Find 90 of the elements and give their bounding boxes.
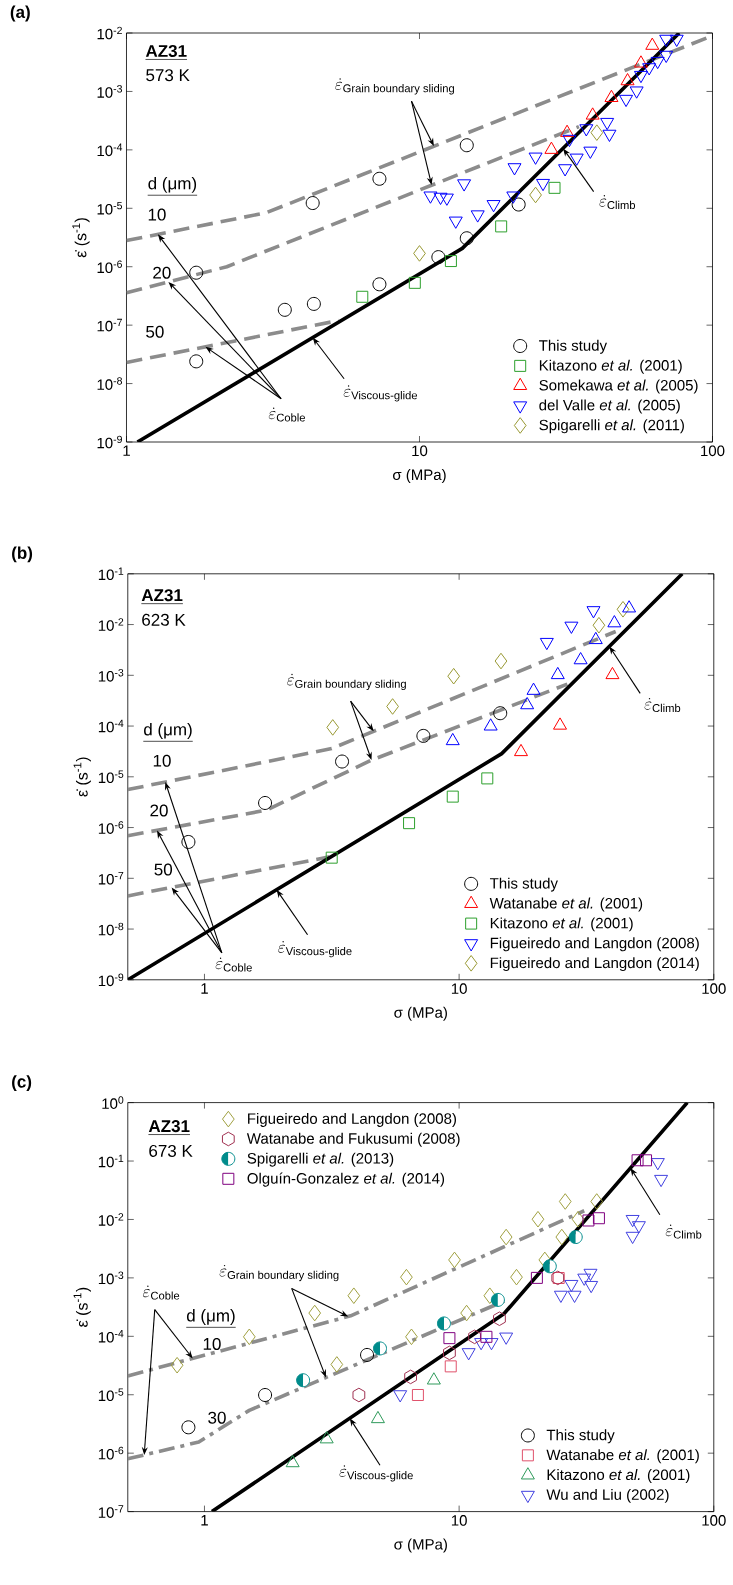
annotation: 50 <box>146 325 164 338</box>
y-tick-label: 10$^{-7}$ <box>98 872 124 885</box>
y-tick-label: 10$^{-7}$ <box>98 1505 124 1518</box>
y-tick-label: 10$^{-2}$ <box>98 1213 124 1226</box>
annotation: 50 <box>154 863 173 876</box>
x-tick-label: 10 <box>451 1515 467 1526</box>
y-tick-label: 10$^{-4}$ <box>98 1330 124 1343</box>
y-tick-label: 10$^{-6}$ <box>98 821 124 834</box>
legend-label: This study <box>539 339 607 354</box>
annotation: 10 <box>203 1337 221 1350</box>
annotation: 673 K <box>149 1144 193 1157</box>
legend-label: del Valle et al. (2005) <box>539 399 680 414</box>
y-tick-label: 10$^{-2}$ <box>97 26 122 40</box>
y-tick-label: 10$^{-1}$ <box>98 1154 124 1168</box>
x-axis-title: σ (MPa) <box>394 1006 447 1021</box>
x-axis-title: σ (MPa) <box>392 469 446 483</box>
legend-label: Figueiredo and Langdon (2008) <box>490 937 699 952</box>
annotation: d (μm) <box>144 723 192 739</box>
legend-label: Spigarelli et al. (2011) <box>539 419 684 434</box>
y-tick-label: 10$^{-3}$ <box>98 1271 124 1285</box>
chart-title: (c) <box>12 1075 32 1092</box>
x-tick-label: 100 <box>701 445 725 457</box>
legend-label: Kitazono et al. (2001) <box>547 1469 690 1483</box>
annotation: $\dot{\varepsilon}_{\text{Grain boundary sliding}}$ <box>219 1264 339 1282</box>
y-tick-label: 10$^{-5}$ <box>98 1388 124 1402</box>
legend-label: Wu and Liu (2002) <box>546 1488 669 1503</box>
annotation: 10 <box>153 754 171 767</box>
chart-title: (b) <box>12 546 33 563</box>
y-tick-label: 10$^{-8}$ <box>97 377 122 390</box>
annotation: AZ31 <box>141 589 183 602</box>
annotation: $\dot{\varepsilon}_{\text{Climb}}$ <box>644 697 681 713</box>
annotation: 623 K <box>142 613 186 626</box>
legend-label: Kitazono et al. (2001) <box>490 917 633 932</box>
y-tick-label: 10$^{-3}$ <box>98 668 124 682</box>
legend-label: Kitazono et al. (2001) <box>539 359 682 374</box>
y-tick-label: 10$^{-4}$ <box>97 143 123 157</box>
y-tick-label: 10$^{-6}$ <box>97 260 122 274</box>
annotation: $\dot{\varepsilon}_{\text{Viscous-glide}}$ <box>278 941 352 958</box>
legend-label: Watanabe et al. (2001) <box>489 897 643 912</box>
annotation: $\dot{\varepsilon}_{\text{Viscous-glide}}$ <box>343 385 418 402</box>
annotation: $\dot{\varepsilon}_{\text{Coble}}$ <box>142 1285 180 1300</box>
annotation: $\dot{\varepsilon}_{\text{Grain boundary sliding}}$ <box>335 78 454 95</box>
x-tick-label: 1 <box>201 983 208 994</box>
y-tick-label: 10$^{-2}$ <box>98 618 124 631</box>
y-tick-label: 10$^{-9}$ <box>97 435 122 449</box>
y-axis-title: ε̇ (s$^{-1}$) <box>73 757 91 797</box>
y-tick-label: 10$^{-5}$ <box>97 202 123 215</box>
x-tick-label: 100 <box>702 1515 726 1526</box>
annotation: $\dot{\varepsilon}_{\text{Coble}}$ <box>215 957 252 972</box>
y-tick-label: 10$^{-6}$ <box>98 1446 124 1460</box>
y-tick-label: 10$^{-1}$ <box>98 567 124 581</box>
y-tick-label: 10$^{0}$ <box>102 1096 124 1109</box>
annotation: 20 <box>153 266 171 279</box>
y-tick-label: 10$^{-4}$ <box>98 719 124 733</box>
annotation: AZ31 <box>145 44 187 58</box>
annotation: $\dot{\varepsilon}_{\text{Coble}}$ <box>268 407 305 422</box>
x-tick-label: 1 <box>123 445 130 456</box>
legend-label: Watanabe and Fukusumi (2008) <box>246 1132 460 1147</box>
legend-label: Figueiredo and Langdon (2008) <box>248 1112 456 1127</box>
annotation: d (μm) <box>148 176 197 193</box>
y-tick-label: 10$^{-9}$ <box>98 973 124 987</box>
legend-label: Watanabe et al. (2001) <box>546 1449 699 1464</box>
annotation: 30 <box>208 1411 226 1424</box>
y-tick-label: 10$^{-8}$ <box>98 922 124 936</box>
x-tick-label: 100 <box>702 983 726 994</box>
x-tick-label: 10 <box>412 445 428 457</box>
annotation: $\dot{\varepsilon}_{\text{Viscous-glide}}$ <box>339 1465 413 1482</box>
y-tick-label: 10$^{-5}$ <box>98 770 124 784</box>
annotation: d (μm) <box>186 1309 235 1325</box>
annotation: 20 <box>150 804 168 817</box>
legend-label: This study <box>546 1429 615 1444</box>
y-tick-label: 10$^{-3}$ <box>97 85 122 98</box>
legend-label: Somekawa et al. (2005) <box>539 379 698 394</box>
annotation: $\dot{\varepsilon}_{\text{Climb}}$ <box>665 1224 702 1239</box>
y-axis-title: ε̇ (s$^{-1}$) <box>73 1287 91 1327</box>
annotation: 573 K <box>146 69 190 82</box>
annotation: AZ31 <box>148 1120 190 1133</box>
annotation: 10 <box>148 208 166 221</box>
x-tick-label: 10 <box>451 983 467 994</box>
legend-label: Figueiredo and Langdon (2014) <box>490 957 699 972</box>
annotation: $\dot{\varepsilon}_{\text{Climb}}$ <box>599 194 636 210</box>
x-axis-title: σ (MPa) <box>394 1538 447 1553</box>
legend-label: Olguín-Gonzalez et al. (2014) <box>247 1172 445 1187</box>
legend-label: This study <box>489 877 558 892</box>
legend-label: Spigarelli et al. (2013) <box>247 1152 394 1167</box>
x-tick-label: 1 <box>201 1515 208 1526</box>
y-tick-label: 10$^{-7}$ <box>97 318 122 332</box>
y-axis-title: ε̇ (s$^{-1}$) <box>72 218 90 258</box>
annotation: $\dot{\varepsilon}_{\text{Grain boundary sliding}}$ <box>287 673 406 691</box>
chart-title: (a) <box>10 5 30 22</box>
